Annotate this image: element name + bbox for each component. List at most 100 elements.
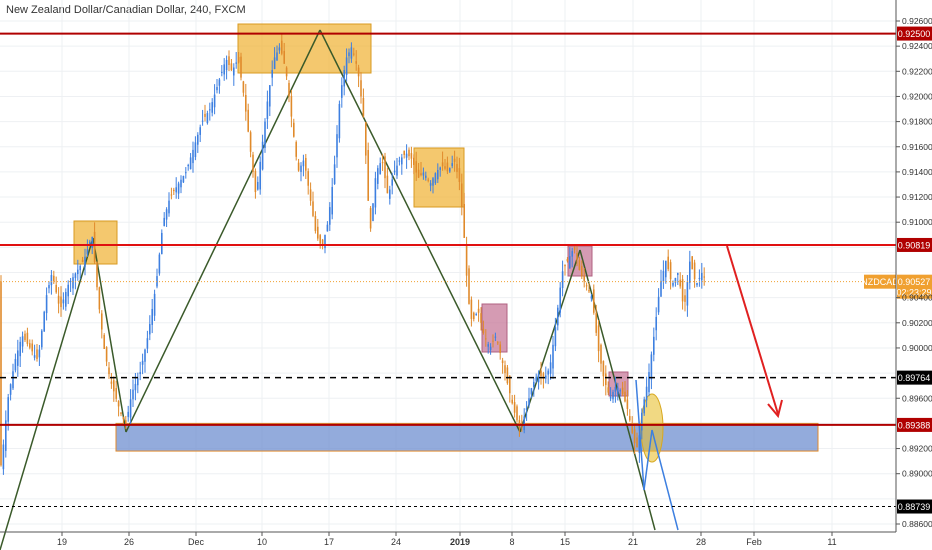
candle-body: [585, 285, 588, 287]
candle-body: [379, 163, 381, 175]
candle-body: [581, 265, 583, 277]
candle-body: [343, 70, 345, 87]
candle-body: [415, 161, 417, 173]
candle-body: [273, 57, 276, 69]
candle-body: [597, 325, 600, 352]
candle-body: [134, 383, 137, 391]
candle-body: [386, 175, 389, 194]
candle-body: [489, 346, 492, 350]
y-tick-label: 0.91600: [902, 142, 932, 152]
candle-body: [480, 313, 482, 323]
candle-body: [213, 94, 216, 108]
y-tick-label: 0.92600: [902, 16, 932, 26]
candle-body: [93, 231, 96, 263]
candle-body: [170, 194, 173, 196]
candle-body: [693, 262, 696, 280]
candle-body: [129, 399, 132, 418]
candle-body: [204, 113, 206, 117]
candle-body: [216, 87, 218, 91]
candle-body: [108, 367, 110, 375]
x-tick-label: 2019: [450, 537, 470, 547]
candle-body: [81, 259, 84, 263]
candle-body: [437, 170, 439, 180]
candle-body: [600, 344, 602, 364]
candle-body: [593, 289, 595, 313]
candle-body: [125, 420, 127, 424]
candle-body: [288, 83, 290, 97]
candle-body: [348, 52, 350, 57]
candle-body: [261, 141, 264, 170]
candle-body: [161, 232, 163, 255]
candle-body: [449, 168, 451, 172]
candle-body: [146, 338, 149, 349]
candle-body: [617, 387, 619, 395]
support-zone: [115, 422, 819, 452]
candle-body: [5, 420, 7, 451]
candle-body: [50, 275, 53, 286]
candle-body: [377, 168, 379, 184]
candle-body: [528, 398, 530, 406]
y-tick-label: 0.91000: [902, 217, 932, 227]
candle-body: [57, 295, 60, 304]
candle-body: [470, 299, 473, 320]
y-tick-label: 0.89600: [902, 393, 932, 403]
candle-body: [453, 158, 456, 162]
candle-body: [621, 387, 624, 394]
candle-body: [612, 391, 614, 400]
candle-body: [65, 291, 67, 307]
candle-body: [374, 178, 377, 208]
candle-body: [341, 85, 343, 98]
blue-line-2: [643, 429, 653, 491]
candle-body: [408, 149, 410, 157]
candle-body: [545, 375, 547, 379]
candle-body: [506, 367, 509, 384]
candle-body: [530, 388, 533, 395]
candle-body: [297, 162, 300, 171]
candle-body: [681, 279, 684, 302]
candle-body: [494, 336, 497, 338]
candle-body: [667, 256, 669, 270]
candle-body: [631, 423, 633, 433]
candle-body: [602, 361, 605, 377]
candle-body: [554, 327, 557, 347]
candle-body: [665, 260, 667, 278]
candle-body: [391, 179, 393, 186]
candle-body: [525, 408, 528, 410]
candle-body: [91, 236, 93, 249]
x-tick-label: 8: [509, 537, 514, 547]
trend-line: [92, 237, 127, 433]
candle-body: [444, 166, 446, 169]
candle-body: [573, 247, 576, 250]
candle-body: [566, 259, 569, 262]
x-tick-label: 21: [628, 537, 638, 547]
candle-body: [254, 170, 257, 193]
level-label: 0.89388: [898, 420, 931, 430]
candle-body: [139, 372, 141, 374]
candle-body: [607, 387, 609, 393]
level-label: 0.88739: [898, 502, 931, 512]
candle-body: [199, 127, 201, 135]
level-label-box: [897, 237, 932, 252]
candle-body: [305, 157, 307, 171]
candle-body: [463, 204, 465, 238]
candle-body: [86, 249, 89, 255]
candle-body: [487, 344, 489, 347]
candle-body: [420, 173, 422, 176]
candle-body: [295, 142, 297, 157]
x-tick-label: 26: [124, 537, 134, 547]
candle-body: [77, 269, 79, 275]
candle-body: [362, 98, 365, 117]
candle-body: [43, 311, 45, 332]
candle-body: [650, 354, 653, 380]
candle-body: [117, 401, 120, 407]
candle-body: [137, 378, 139, 386]
candle-body: [79, 265, 81, 271]
candle-body: [367, 149, 369, 201]
candle-body: [110, 381, 113, 384]
candle-body: [516, 406, 518, 421]
candle-body: [247, 109, 249, 132]
y-tick-label: 0.92400: [902, 41, 932, 51]
trend-line: [125, 29, 321, 433]
candle-body: [237, 57, 240, 63]
